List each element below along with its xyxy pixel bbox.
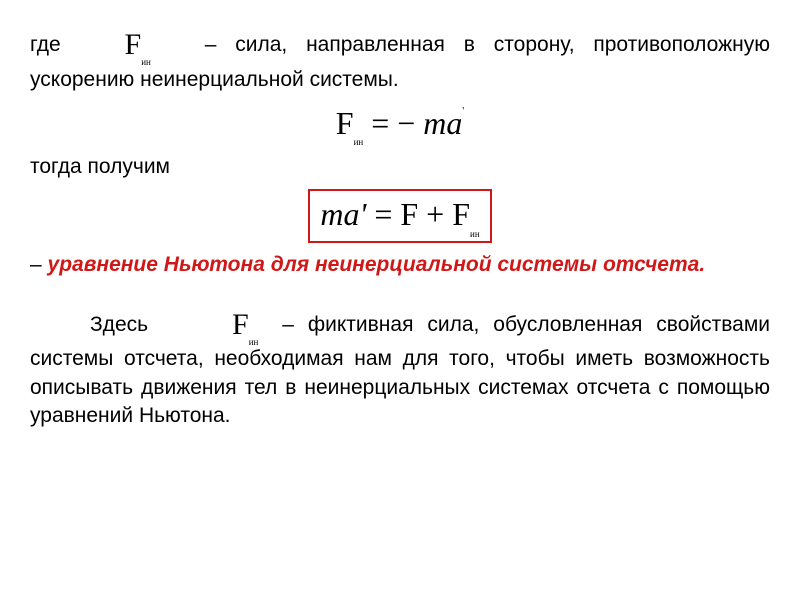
spacer	[30, 287, 770, 305]
inline-formula-fin-2: Fин	[172, 305, 258, 346]
eq1-a: a	[446, 105, 462, 141]
eq2-aprime: a'	[343, 196, 366, 232]
paragraph-1: где Fин – сила, направленная в сторону, …	[30, 25, 770, 94]
eq2-eq: =	[366, 196, 400, 232]
eq2-F1: F	[400, 196, 418, 232]
eq2-plus: +	[418, 196, 452, 232]
eq1-eq: =	[363, 105, 397, 141]
p3-dash: –	[30, 253, 48, 276]
symbol-F-2: F	[232, 308, 249, 341]
eq2-F2: F	[452, 196, 470, 232]
eq2-F2-sub: ин	[470, 229, 480, 239]
p3-emph: уравнение Ньютона для неинерциальной сис…	[48, 253, 706, 276]
symbol-sub-in: ин	[141, 57, 151, 67]
paragraph-4: Здесь Fин – фиктивная сила, обусловленна…	[30, 305, 770, 431]
symbol-sub-in-2: ин	[249, 337, 259, 347]
eq1-F: F	[336, 105, 354, 141]
p4-before: Здесь	[90, 313, 148, 336]
p1-before: где	[30, 33, 61, 56]
p2-text: тогда получим	[30, 155, 170, 178]
eq2-m: m	[320, 196, 343, 232]
equation-1: Fин = − ma'	[30, 102, 770, 145]
eq1-sub: ин	[354, 137, 364, 147]
equation-2-box: ma' = F + Fин	[308, 189, 491, 242]
equation-2: ma' = F + Fин	[30, 189, 770, 242]
paragraph-3: – уравнение Ньютона для неинерциальной с…	[30, 251, 770, 279]
eq1-minus: −	[397, 105, 423, 141]
paragraph-2: тогда получим	[30, 153, 770, 181]
symbol-F: F	[125, 28, 142, 61]
inline-formula-fin-1: Fин	[125, 25, 151, 66]
eq1-m: m	[423, 105, 446, 141]
eq1-star: '	[462, 106, 464, 117]
